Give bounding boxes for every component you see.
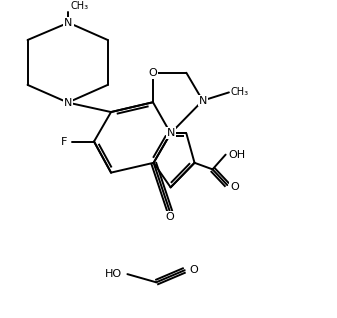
- Text: N: N: [64, 18, 73, 28]
- Text: F: F: [60, 136, 67, 147]
- Text: N: N: [64, 98, 72, 107]
- Text: OH: OH: [228, 149, 246, 160]
- Text: CH₃: CH₃: [70, 1, 89, 11]
- Text: O: O: [190, 265, 198, 275]
- Text: CH₃: CH₃: [231, 87, 249, 97]
- Text: O: O: [230, 182, 239, 192]
- Text: O: O: [165, 212, 174, 222]
- Text: HO: HO: [104, 269, 122, 279]
- Text: N: N: [166, 128, 175, 138]
- Text: O: O: [149, 68, 157, 78]
- Text: N: N: [198, 96, 207, 106]
